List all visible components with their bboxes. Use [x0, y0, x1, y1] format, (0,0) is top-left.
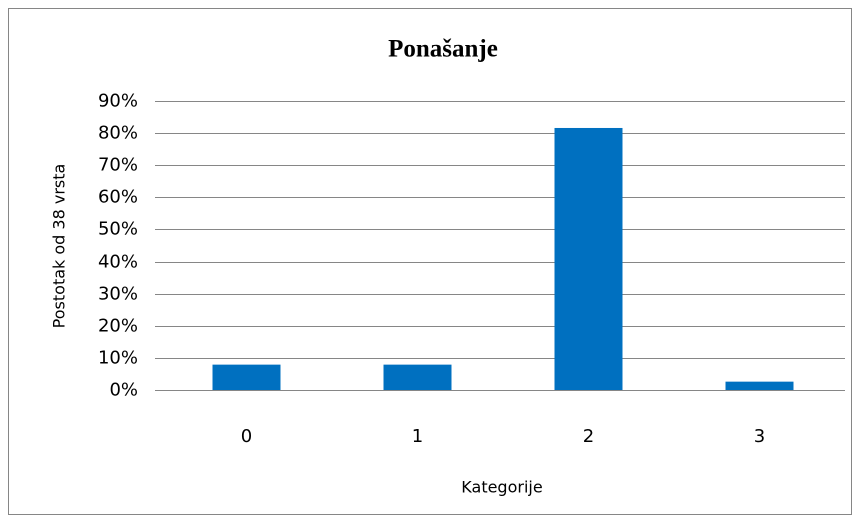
bar	[554, 127, 623, 391]
y-tick-label: 0%	[109, 380, 138, 401]
bar	[212, 364, 281, 390]
y-tick-label: 60%	[98, 187, 138, 208]
bar	[725, 381, 794, 390]
y-tick-label: 90%	[98, 91, 138, 112]
y-tick-label: 40%	[98, 252, 138, 273]
y-tick-label: 10%	[98, 348, 138, 369]
y-axis-title: Postotak od 38 vrsta	[50, 164, 69, 329]
y-tick-label: 70%	[98, 155, 138, 176]
x-tick-label: 2	[583, 426, 594, 447]
chart-title: Ponašanje	[388, 36, 498, 63]
x-tick-label: 0	[241, 426, 252, 447]
bar	[383, 364, 452, 390]
chart-border	[8, 8, 852, 515]
x-tick-label: 3	[754, 426, 765, 447]
y-tick-label: 20%	[98, 316, 138, 337]
y-tick-label: 50%	[98, 219, 138, 240]
y-tick-label: 80%	[98, 123, 138, 144]
x-tick-label: 1	[412, 426, 423, 447]
y-tick-label: 30%	[98, 284, 138, 305]
x-axis-title: Kategorije	[461, 478, 542, 497]
